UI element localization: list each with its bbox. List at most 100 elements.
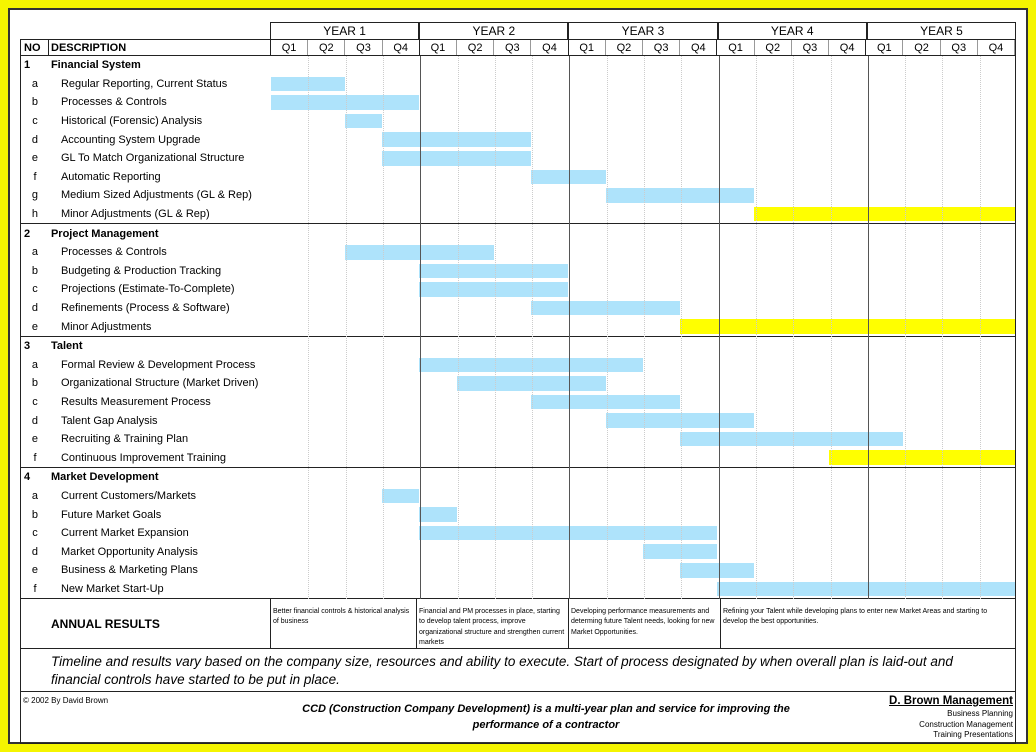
timeline bbox=[271, 487, 1015, 506]
task-row: h Minor Adjustments (GL & Rep) bbox=[21, 205, 1015, 224]
timeline bbox=[271, 505, 1015, 524]
quarter-label: Q4 bbox=[531, 40, 569, 55]
task-bar bbox=[419, 525, 718, 541]
task-label: Continuous Improvement Training bbox=[60, 451, 227, 464]
quarter-label: Q1 bbox=[271, 40, 309, 55]
task-bar bbox=[679, 431, 904, 447]
task-letter: b bbox=[31, 96, 39, 109]
timeline bbox=[271, 262, 1015, 281]
copyright: © 2002 By David Brown bbox=[23, 696, 109, 706]
timeline bbox=[271, 580, 1015, 599]
task-bar bbox=[270, 95, 420, 110]
section-3: 3 Talent a Formal Review & Development Proc… bbox=[21, 337, 1015, 469]
service-item: Training Presentations bbox=[933, 729, 1013, 739]
quarter-label: Q2 bbox=[308, 40, 346, 55]
section-number: 4 bbox=[24, 471, 31, 484]
task-letter: e bbox=[31, 152, 39, 165]
task-letter: b bbox=[31, 264, 39, 277]
task-label: Processes & Controls bbox=[60, 246, 167, 259]
year-label: YEAR 2 bbox=[419, 22, 569, 39]
task-label: Regular Reporting, Current Status bbox=[60, 77, 228, 90]
task-row: c Results Measurement Process bbox=[21, 393, 1015, 412]
section-header: 2 Project Management bbox=[21, 224, 1015, 243]
task-row: b Budgeting & Production Tracking bbox=[21, 262, 1015, 281]
task-bar bbox=[419, 507, 457, 522]
task-label: Accounting System Upgrade bbox=[60, 133, 201, 146]
quarter-label: Q4 bbox=[829, 40, 867, 55]
brand-block: D. Brown Management Business Planning Co… bbox=[889, 694, 1013, 740]
task-row: c Projections (Estimate-To-Complete) bbox=[21, 280, 1015, 299]
task-bar bbox=[382, 132, 532, 147]
task-letter: d bbox=[31, 545, 39, 558]
section-4: 4 Market Development a Current Customers/Ma… bbox=[21, 468, 1016, 600]
task-letter: d bbox=[31, 133, 39, 146]
timeline bbox=[271, 430, 1015, 449]
timeline bbox=[271, 317, 1015, 336]
quarter-label: Q2 bbox=[903, 40, 941, 55]
column-header: NO DESCRIPTION Q1 Q2 Q3 Q4 Q1 Q2 Q3 Q4 Q1 Q2 Q3 Q4 Q… bbox=[20, 39, 1016, 56]
year-label: YEAR 5 bbox=[866, 22, 1017, 39]
task-bar bbox=[344, 113, 383, 129]
ccd-description: CCD (Construction Company Development) i… bbox=[302, 703, 790, 731]
timeline bbox=[271, 411, 1015, 430]
annual-results: ANNUAL RESULTS Better financial controls… bbox=[20, 599, 1016, 650]
task-row: b Future Market Goals bbox=[21, 505, 1015, 524]
task-letter: a bbox=[31, 246, 39, 259]
section-number: 3 bbox=[24, 340, 31, 353]
results-year-1: Better financial controls & historical a… bbox=[271, 599, 417, 649]
timeline bbox=[271, 186, 1015, 205]
quarter-label: Q3 bbox=[643, 40, 681, 55]
task-label: Minor Adjustments (GL & Rep) bbox=[60, 208, 210, 221]
task-row: e GL To Match Organizational Structure bbox=[21, 149, 1015, 168]
section-2: 2 Project Management a Processes & Controls… bbox=[21, 224, 1015, 337]
quarter-label: Q2 bbox=[457, 40, 495, 55]
section-number: 1 bbox=[24, 59, 31, 72]
task-row: f New Market Start-Up bbox=[21, 580, 1015, 599]
timeline bbox=[270, 93, 1015, 112]
task-letter: b bbox=[31, 377, 39, 390]
timeline bbox=[271, 130, 1015, 149]
task-label: Automatic Reporting bbox=[60, 170, 161, 183]
task-label: Talent Gap Analysis bbox=[60, 414, 158, 427]
quarter-label: Q3 bbox=[792, 40, 830, 55]
task-bar bbox=[344, 244, 494, 260]
timeline bbox=[271, 561, 1015, 580]
timeline bbox=[271, 280, 1015, 299]
task-letter: c bbox=[32, 283, 38, 296]
task-row: g Medium Sized Adjustments (GL & Rep) bbox=[21, 186, 1015, 205]
gantt-chart: YEAR 1 YEAR 2 YEAR 3 YEAR 4 YEAR 5 NO DESCRI… bbox=[20, 22, 1017, 745]
task-letter: d bbox=[31, 302, 39, 315]
section-header: 1 Financial System bbox=[21, 56, 1015, 75]
task-label: Processes & Controls bbox=[60, 96, 167, 109]
results-year-2: Financial and PM processes in place, sta… bbox=[417, 599, 569, 649]
annual-results-label: ANNUAL RESULTS bbox=[21, 599, 271, 649]
task-label: Budgeting & Production Tracking bbox=[60, 264, 222, 277]
task-label: Projections (Estimate-To-Complete) bbox=[60, 283, 235, 296]
quarter-label: Q1 bbox=[717, 40, 755, 55]
footer: © 2002 By David Brown CCD (Construction … bbox=[20, 692, 1016, 745]
task-bar bbox=[531, 169, 606, 185]
year-label: YEAR 3 bbox=[568, 22, 718, 39]
task-row: a Formal Review & Development Process bbox=[21, 356, 1015, 375]
section-header: 3 Talent bbox=[21, 337, 1015, 356]
task-letter: a bbox=[31, 358, 39, 371]
task-label: New Market Start-Up bbox=[60, 582, 164, 595]
timeline bbox=[271, 524, 1015, 543]
task-row: e Recruiting & Training Plan bbox=[21, 430, 1015, 449]
task-letter: c bbox=[32, 395, 38, 408]
quarter-label: Q2 bbox=[606, 40, 644, 55]
task-row: c Current Market Expansion bbox=[21, 524, 1015, 543]
results-year-4-5: Refining your Talent while developing pl… bbox=[723, 608, 988, 626]
task-label: Recruiting & Training Plan bbox=[60, 433, 189, 446]
task-letter: f bbox=[33, 582, 37, 595]
quarter-label: Q1 bbox=[420, 40, 458, 55]
task-letter: d bbox=[31, 414, 39, 427]
results-year-3: Developing performance measurements and … bbox=[569, 599, 721, 649]
timeline bbox=[271, 448, 1015, 467]
section-number: 2 bbox=[24, 227, 31, 240]
task-label: GL To Match Organizational Structure bbox=[60, 152, 245, 165]
timeline bbox=[271, 468, 1016, 487]
task-label: Formal Review & Development Process bbox=[60, 358, 256, 371]
year-label: YEAR 4 bbox=[717, 22, 867, 39]
ongoing-bar bbox=[754, 206, 1015, 222]
